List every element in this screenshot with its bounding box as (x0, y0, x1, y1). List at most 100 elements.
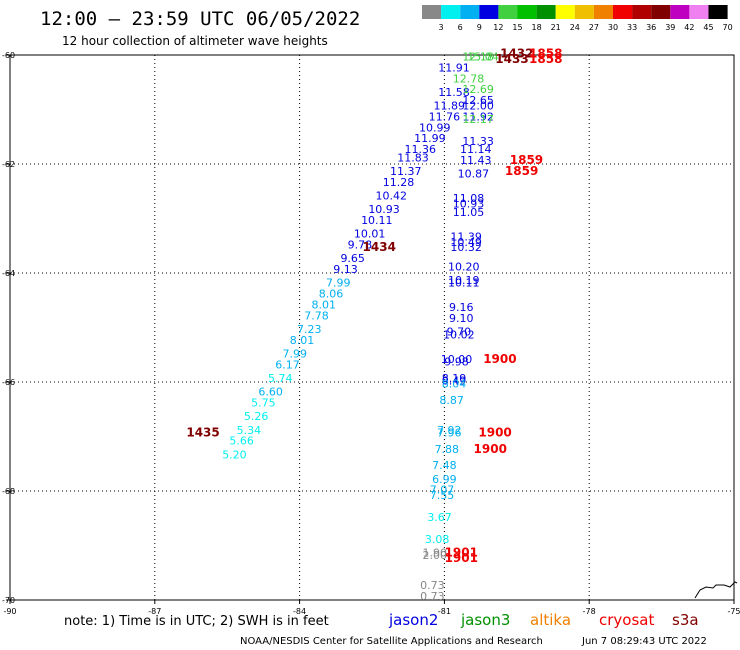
swh-value: 2.00 (422, 549, 447, 562)
swh-value: 11.28 (383, 176, 415, 189)
x-tick-label: -81 (438, 607, 451, 616)
plot-frame (9, 54, 735, 601)
swh-value: 5.20 (222, 448, 247, 461)
grid-lines (10, 55, 734, 600)
colorbar-swatch (498, 5, 518, 19)
pass-time: 1434 (363, 240, 396, 254)
swh-value: 5.74 (268, 372, 293, 385)
colorbar-label: 6 (458, 23, 463, 32)
pass-time: 1432 (500, 47, 533, 61)
swh-value: 10.93 (368, 203, 400, 216)
swh-value: 11.14 (460, 143, 492, 156)
pass-time: 1900 (474, 442, 507, 456)
swh-value: 15.04 (467, 50, 499, 63)
swh-value: 3.67 (427, 511, 452, 524)
swh-value: 10.19 (448, 274, 480, 287)
y-tick-label: -70 (2, 596, 15, 605)
colorbar-label: 3 (439, 23, 444, 32)
x-tick-label: -78 (583, 607, 596, 616)
pass-time: 1901 (445, 545, 478, 559)
swh-value: 7.48 (432, 459, 457, 472)
swh-value: 7.88 (435, 443, 460, 456)
swh-value: 8.06 (319, 288, 344, 301)
swh-value: 9.13 (333, 263, 358, 276)
swh-value: 11.08 (453, 192, 485, 205)
colorbar-label: 42 (684, 23, 694, 32)
footer-timestamp: Jun 7 08:29:43 UTC 2022 (581, 636, 707, 647)
colorbar-label: 21 (551, 23, 561, 32)
swh-value: 8.49 (442, 375, 467, 388)
colorbar-swatch (670, 5, 690, 19)
swh-value: 10.32 (450, 241, 482, 254)
swh-value: 7.99 (283, 347, 308, 360)
swh-value: 10.49 (450, 236, 482, 249)
swh-value: 0.73 (420, 590, 445, 603)
colorbar-label: 15 (512, 23, 522, 32)
x-tick-label: -75 (727, 607, 740, 616)
swh-value: 8.04 (442, 377, 467, 390)
swh-value: 10.93 (453, 198, 485, 211)
colorbar-swatch (422, 5, 442, 19)
swh-value: 11.89 (433, 100, 465, 113)
swh-value: 11.43 (460, 154, 492, 167)
y-tick-label: -66 (2, 378, 15, 387)
swh-value: 10.99 (419, 121, 451, 134)
swh-value: 5.75 (251, 397, 276, 410)
colorbar-swatch (574, 5, 594, 19)
swh-value: 11.99 (414, 132, 446, 145)
satellite-legend: jason2 jason3 altika cryosat s3a (388, 611, 699, 629)
swh-value: 11.92 (462, 110, 494, 123)
swh-value: 11.76 (429, 110, 461, 123)
pass-time: 1859 (510, 153, 543, 167)
swh-value: 9.10 (449, 312, 474, 325)
y-tick-label: -68 (2, 487, 15, 496)
x-tick-label: -87 (148, 607, 161, 616)
units-note: note: 1) Time is in UTC; 2) SWH is in fe… (64, 614, 329, 629)
swh-value: 6.60 (258, 386, 283, 399)
swh-value: 8.01 (311, 298, 336, 311)
swh-value: 1.90 (422, 546, 447, 559)
swh-value: 11.33 (462, 135, 494, 148)
x-tick-label: -90 (3, 607, 16, 616)
pass-time: 1858 (529, 47, 562, 61)
swh-value: 7.92 (437, 424, 462, 437)
swh-value: 11.58 (438, 86, 470, 99)
swh-value: 10.02 (443, 328, 475, 341)
swh-value: 7.96 (437, 427, 462, 440)
satellite-cryosat: cryosat (599, 611, 654, 629)
colorbar-swatch (651, 5, 671, 19)
swh-value: 9.16 (449, 301, 474, 314)
swh-value: 11.05 (453, 206, 485, 219)
pass-time: 1901 (445, 551, 478, 565)
swh-value: 9.78 (348, 238, 373, 251)
wave-height-labels: 12.1811.9112.7811.5811.8911.7610.9911.99… (222, 50, 499, 603)
swh-value: 12.65 (462, 94, 494, 107)
satellite-altika: altika (530, 611, 571, 629)
satellite-jason2: jason2 (388, 611, 438, 629)
swh-value: 12.18 (462, 50, 494, 63)
colorbar-swatch (555, 5, 575, 19)
swh-value: 5.66 (229, 435, 254, 448)
coastline (694, 581, 738, 599)
swh-value: 6.99 (432, 473, 457, 486)
colorbar-label: 24 (570, 23, 580, 32)
colorbar-label: 39 (665, 23, 675, 32)
swh-value: 10.11 (361, 214, 393, 227)
satellite-s3a: s3a (672, 611, 699, 629)
colorbar-swatch (632, 5, 652, 19)
swh-value: 11.36 (405, 143, 437, 156)
swh-value: 9.65 (340, 252, 365, 265)
x-tick-label: -84 (293, 607, 306, 616)
swh-value: 9.98 (444, 356, 469, 369)
colorbar-label: 9 (477, 23, 482, 32)
swh-value: 10.42 (376, 189, 408, 202)
colorbar-swatch (441, 5, 461, 19)
pass-time: 1900 (478, 426, 511, 440)
chart-title: 12:00 – 23:59 UTC 06/05/2022 (40, 8, 360, 30)
pass-time: 1900 (483, 352, 516, 366)
colorbar-swatch (460, 5, 480, 19)
swh-value: 8.19 (442, 372, 467, 385)
swh-value: 12.69 (462, 83, 494, 96)
swh-value: 10.87 (458, 168, 490, 181)
